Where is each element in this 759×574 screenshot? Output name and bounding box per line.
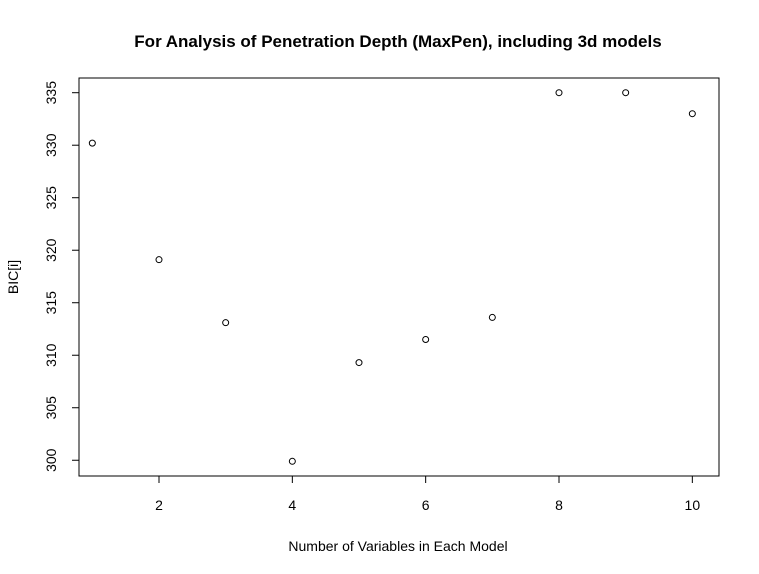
x-tick-label: 6: [422, 497, 430, 513]
y-tick-label: 330: [43, 133, 59, 157]
data-point: [222, 319, 230, 327]
y-tick-label: 300: [43, 448, 59, 472]
y-tick-label: 315: [43, 291, 59, 315]
y-tick-label: 305: [43, 396, 59, 420]
data-point: [355, 359, 363, 367]
data-point: [555, 89, 563, 97]
x-tick-label: 8: [555, 497, 563, 513]
x-tick-label: 4: [288, 497, 296, 513]
data-point: [155, 256, 163, 264]
data-point: [488, 313, 496, 321]
data-point: [422, 335, 430, 343]
data-point: [688, 110, 696, 118]
y-tick-label: 310: [43, 343, 59, 367]
x-axis-label: Number of Variables in Each Model: [288, 538, 507, 554]
x-tick-label: 10: [685, 497, 701, 513]
y-tick-label: 320: [43, 238, 59, 262]
y-axis-label: BIC[i]: [5, 260, 21, 294]
data-point: [88, 139, 96, 147]
data-point: [622, 89, 630, 97]
y-axis: 300 305 310 315 320 325 330 335: [43, 81, 80, 472]
y-tick-label: 325: [43, 186, 59, 210]
data-point: [288, 457, 296, 465]
chart-title: For Analysis of Penetration Depth (MaxPe…: [134, 32, 661, 51]
data-points: [88, 89, 696, 465]
x-tick-label: 2: [155, 497, 163, 513]
plot-frame: [78, 77, 720, 477]
y-tick-label: 335: [43, 81, 59, 105]
x-axis: 2 4 6 8 10: [155, 475, 701, 513]
